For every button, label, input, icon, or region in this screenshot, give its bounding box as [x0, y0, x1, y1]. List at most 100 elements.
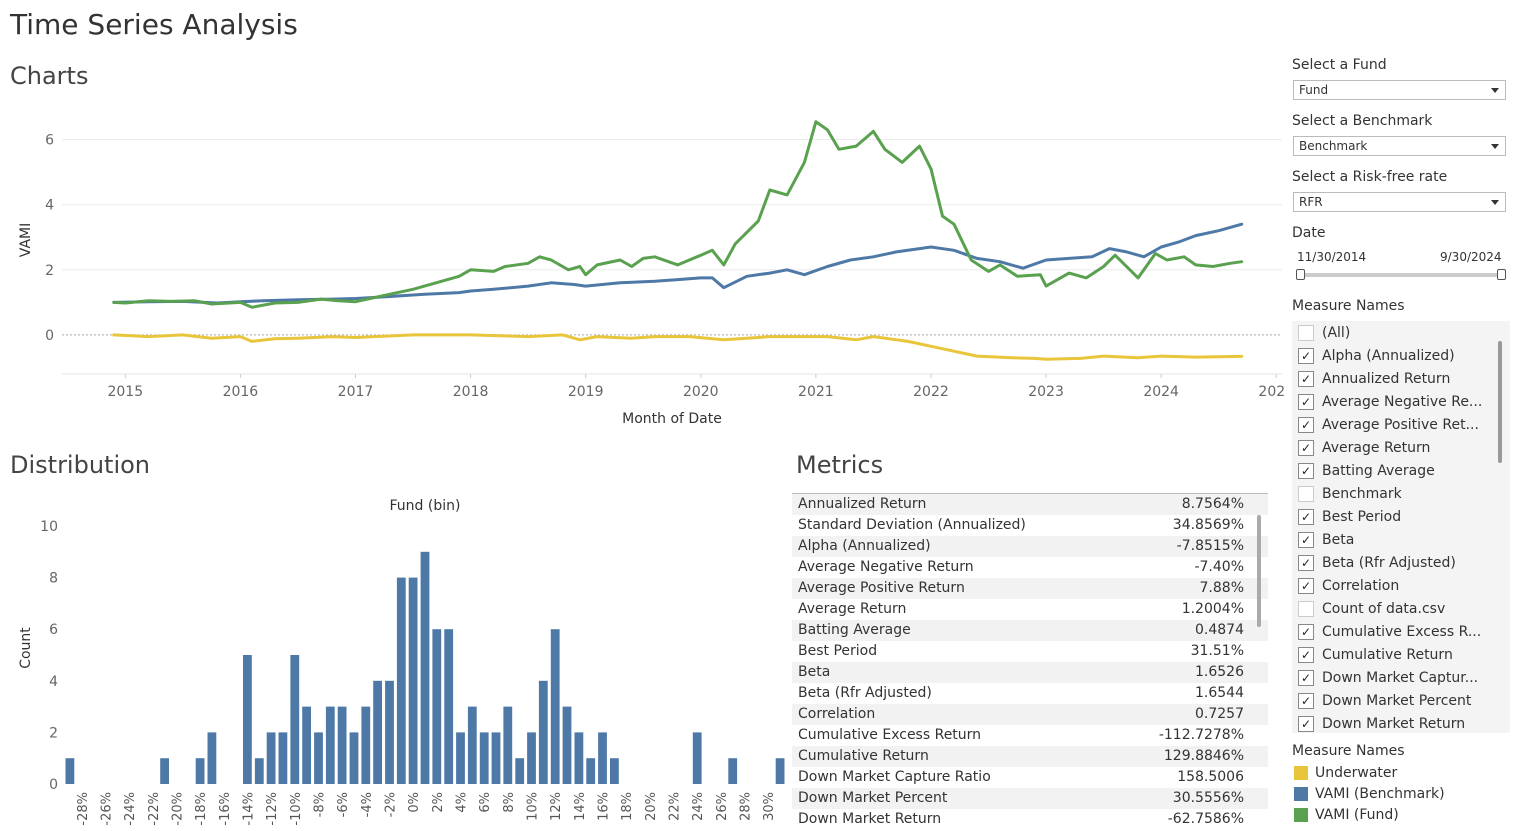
histogram-bar — [527, 732, 536, 784]
metrics-scrollbar[interactable] — [1257, 515, 1261, 627]
measure-filter-item[interactable]: ✓ Average Return — [1298, 436, 1430, 459]
measure-names-filter-list[interactable]: (All) ✓ Alpha (Annualized) ✓ Annualized Retu… — [1292, 321, 1510, 733]
fund-select[interactable]: Fund — [1293, 80, 1506, 100]
measure-filter-item[interactable]: Benchmark — [1298, 482, 1402, 505]
checkbox-checked-icon[interactable]: ✓ — [1298, 393, 1314, 410]
measure-filter-item[interactable]: ✓ Beta — [1298, 528, 1354, 551]
date-range-slider[interactable] — [1300, 273, 1502, 277]
y-tick-label: 2 — [45, 263, 54, 279]
metric-value: 129.8846% — [1163, 748, 1244, 764]
checkbox-checked-icon[interactable]: ✓ — [1298, 715, 1314, 732]
metric-value: 158.5006 — [1177, 769, 1244, 785]
measure-filter-item[interactable]: ✓ Batting Average — [1298, 459, 1435, 482]
legend-item[interactable]: Underwater — [1294, 763, 1397, 783]
checkbox-checked-icon[interactable]: ✓ — [1298, 462, 1314, 479]
y-tick-label: 8 — [49, 571, 58, 587]
checkbox-unchecked-icon[interactable] — [1298, 485, 1314, 502]
x-tick-label: -4% — [360, 792, 375, 817]
checkbox-checked-icon[interactable]: ✓ — [1298, 370, 1314, 387]
vami-line-chart[interactable]: 0 2 4 6 2015 2016 2017 2018 2019 2020 2021 2022 2023… — [0, 95, 1285, 435]
charts-section-title: Charts — [10, 62, 89, 90]
measure-filter-item-label: Best Period — [1322, 508, 1402, 525]
date-start-value: 11/30/2014 — [1297, 250, 1367, 264]
histogram-bar — [337, 706, 347, 784]
measure-filter-item[interactable]: ✓ Annualized Return — [1298, 367, 1450, 390]
x-tick-label: 2017 — [338, 384, 374, 400]
metric-value: 31.51% — [1190, 643, 1244, 659]
measure-filter-item[interactable]: ✓ Correlation — [1298, 574, 1399, 597]
measure-filter-item[interactable]: Count of data.csv — [1298, 597, 1445, 620]
histogram-bar — [574, 732, 584, 784]
measure-filter-item-label: Benchmark — [1322, 485, 1402, 502]
x-tick-label: -12% — [265, 792, 280, 826]
checkbox-checked-icon[interactable]: ✓ — [1298, 554, 1314, 571]
x-tick-label: 30% — [762, 792, 777, 821]
x-tick-label: -22% — [147, 792, 162, 826]
histogram-bar — [479, 732, 489, 784]
measure-filter-item[interactable]: ✓ Down Market Captur... — [1298, 666, 1478, 689]
histogram-bar — [349, 732, 359, 784]
y-axis-label: VAMI — [18, 223, 34, 257]
date-slider-start-handle[interactable] — [1296, 269, 1305, 280]
legend-item[interactable]: VAMI (Fund) — [1294, 805, 1399, 825]
metric-row: Annualized Return 8.7564% — [792, 494, 1268, 515]
measure-filter-item[interactable]: ✓ Cumulative Return — [1298, 643, 1453, 666]
checkbox-checked-icon[interactable]: ✓ — [1298, 646, 1314, 663]
checkbox-checked-icon[interactable]: ✓ — [1298, 669, 1314, 686]
checkbox-unchecked-icon[interactable] — [1298, 600, 1314, 617]
metric-value: -62.7586% — [1167, 811, 1244, 827]
legend-item-label: VAMI (Benchmark) — [1315, 786, 1445, 802]
histogram-bar — [278, 732, 288, 784]
metric-name: Standard Deviation (Annualized) — [798, 517, 1026, 533]
metric-row: Down Market Return -62.7586% — [792, 809, 1268, 830]
rfr-filter-label: Select a Risk-free rate — [1292, 169, 1448, 185]
checkbox-checked-icon[interactable]: ✓ — [1298, 692, 1314, 709]
metric-value: -7.40% — [1194, 559, 1244, 575]
benchmark-select[interactable]: Benchmark — [1293, 136, 1506, 156]
distribution-histogram[interactable]: Fund (bin) 0 2 4 6 8 10 Count -28% -26% -24% -22% -2… — [0, 490, 790, 831]
checkbox-checked-icon[interactable]: ✓ — [1298, 439, 1314, 456]
measure-filter-item[interactable]: ✓ Average Positive Ret... — [1298, 413, 1479, 436]
metric-value: 8.7564% — [1181, 496, 1244, 512]
measure-filter-item[interactable]: ✓ Beta (Rfr Adjusted) — [1298, 551, 1456, 574]
measure-filter-item[interactable]: ✓ Average Negative Re... — [1298, 390, 1482, 413]
chevron-down-icon[interactable] — [1485, 81, 1505, 99]
checkbox-checked-icon[interactable]: ✓ — [1298, 531, 1314, 548]
measure-filter-item-label: Average Positive Ret... — [1322, 416, 1479, 433]
measure-filter-item[interactable]: ✓ Alpha (Annualized) — [1298, 344, 1455, 367]
histogram-bar — [775, 758, 785, 784]
histogram-bar — [467, 706, 477, 784]
checkbox-checked-icon[interactable]: ✓ — [1298, 508, 1314, 525]
rfr-select[interactable]: RFR — [1293, 192, 1506, 212]
x-tick-label: 4% — [455, 792, 470, 813]
legend-item[interactable]: VAMI (Benchmark) — [1294, 784, 1445, 804]
measure-filter-item-label: Beta — [1322, 531, 1355, 548]
chevron-down-icon[interactable] — [1485, 137, 1505, 155]
checkbox-checked-icon[interactable]: ✓ — [1298, 577, 1314, 594]
chevron-down-icon[interactable] — [1485, 193, 1505, 211]
date-filter-label: Date — [1292, 225, 1326, 241]
checkbox-checked-icon[interactable]: ✓ — [1298, 623, 1314, 640]
histogram-bar — [610, 758, 619, 784]
measure-list-scrollbar[interactable] — [1498, 341, 1502, 463]
measure-filter-item[interactable]: ✓ Down Market Percent — [1298, 689, 1471, 712]
checkbox-checked-icon[interactable]: ✓ — [1298, 416, 1314, 433]
measure-filter-item[interactable]: (All) — [1298, 321, 1350, 344]
measure-filter-item[interactable]: ✓ Cumulative Excess R... — [1298, 620, 1481, 643]
x-tick-label: 2025 — [1258, 384, 1285, 400]
measure-filter-item[interactable]: ✓ Best Period — [1298, 505, 1401, 528]
date-slider-end-handle[interactable] — [1497, 269, 1506, 280]
metric-row: Batting Average 0.4874 — [792, 620, 1268, 641]
fund-filter-label: Select a Fund — [1292, 57, 1387, 73]
measure-filter-item-label: Down Market Percent — [1322, 692, 1472, 709]
measure-filter-item-label: Alpha (Annualized) — [1322, 347, 1455, 364]
measure-filter-item-label: Count of data.csv — [1322, 600, 1446, 617]
histogram-bar — [538, 680, 548, 784]
x-tick-label: 8% — [502, 792, 517, 813]
metrics-table[interactable]: Annualized Return 8.7564% Standard Deviati… — [792, 493, 1268, 831]
metric-row: Beta (Rfr Adjusted) 1.6544 — [792, 683, 1268, 704]
x-tick-label: 2024 — [1143, 384, 1179, 400]
measure-filter-item[interactable]: ✓ Down Market Return — [1298, 712, 1465, 735]
checkbox-checked-icon[interactable]: ✓ — [1298, 347, 1314, 364]
checkbox-unchecked-icon[interactable] — [1298, 324, 1314, 341]
